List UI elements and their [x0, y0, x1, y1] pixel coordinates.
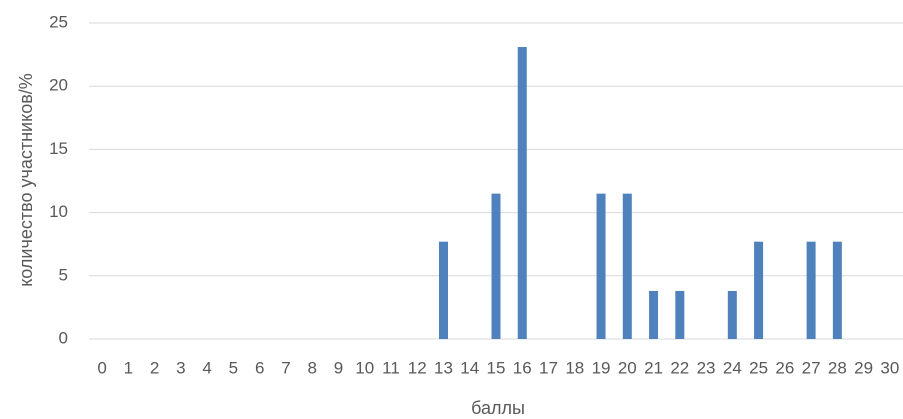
x-tick-label: 15 [487, 358, 506, 377]
bar-16 [517, 47, 527, 340]
x-tick-label: 19 [592, 358, 611, 377]
x-tick-label: 14 [460, 358, 479, 377]
y-tick-label: 20 [49, 76, 68, 95]
x-axis-ticks: 0 1 2 3 4 5 6 7 8 9 10 11 12 13 14 15 16 17 18 19 20 21 22 23 24… [97, 358, 899, 377]
x-tick-label: 29 [854, 358, 873, 377]
x-tick-label: 21 [644, 358, 663, 377]
x-tick-label: 5 [229, 358, 238, 377]
bar-24 [727, 290, 737, 339]
y-tick-label: 10 [49, 202, 68, 221]
x-tick-label: 0 [97, 358, 106, 377]
bar-21 [649, 290, 659, 339]
x-tick-label: 7 [281, 358, 290, 377]
y-tick-label: 5 [59, 265, 68, 284]
x-tick-label: 30 [880, 358, 899, 377]
x-tick-label: 11 [382, 358, 400, 377]
x-tick-label: 13 [434, 358, 453, 377]
x-tick-label: 25 [749, 358, 768, 377]
x-tick-label: 4 [202, 358, 211, 377]
y-axis-ticks: 0 5 10 15 20 25 [49, 12, 68, 347]
x-tick-label: 17 [539, 358, 558, 377]
bar-28 [832, 241, 842, 339]
x-tick-label: 1 [124, 358, 133, 377]
x-tick-label: 10 [355, 358, 374, 377]
bars [438, 47, 842, 340]
x-tick-label: 6 [255, 358, 264, 377]
bar-27 [806, 241, 816, 339]
y-tick-label: 15 [49, 139, 68, 158]
x-axis-title: баллы [471, 398, 525, 418]
x-tick-label: 18 [565, 358, 584, 377]
x-tick-label: 2 [150, 358, 159, 377]
bar-25 [754, 241, 764, 339]
y-tick-label: 25 [49, 12, 68, 31]
x-tick-label: 16 [513, 358, 532, 377]
x-tick-label: 26 [775, 358, 794, 377]
x-tick-label: 8 [307, 358, 316, 377]
x-tick-label: 22 [670, 358, 689, 377]
bar-22 [675, 290, 685, 339]
bar-19 [596, 193, 606, 339]
x-tick-label: 28 [828, 358, 847, 377]
x-tick-label: 12 [408, 358, 427, 377]
x-tick-label: 9 [334, 358, 343, 377]
x-tick-label: 27 [802, 358, 821, 377]
x-tick-label: 3 [176, 358, 185, 377]
x-tick-label: 23 [697, 358, 716, 377]
y-axis-title: количество участников/% [16, 73, 36, 287]
x-tick-label: 24 [723, 358, 742, 377]
bar-20 [622, 193, 632, 339]
bar-13 [438, 241, 448, 339]
x-tick-label: 20 [618, 358, 637, 377]
bar-15 [491, 193, 501, 339]
y-tick-label: 0 [59, 328, 68, 347]
